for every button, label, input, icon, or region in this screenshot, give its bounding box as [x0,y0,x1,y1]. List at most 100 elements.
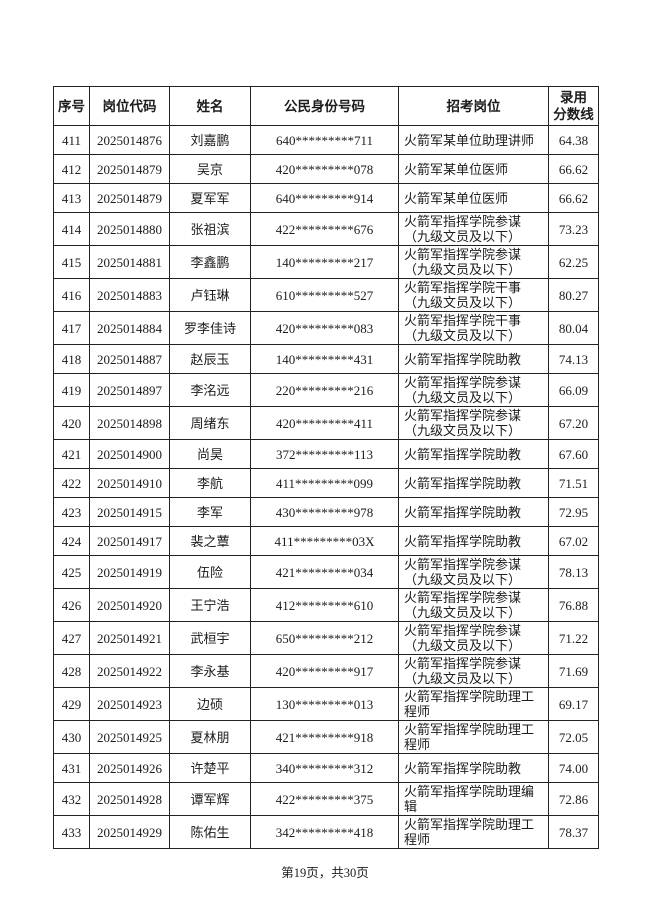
recruitment-score-table: 序号 岗位代码 姓名 公民身份号码 招考岗位 录用 分数线 411 202501… [53,86,599,849]
cell-position: 火箭军指挥学院助教 [398,439,549,469]
cell-score: 80.27 [548,278,599,312]
cell-id: 421*********918 [250,720,399,754]
cell-name: 卢钰琳 [169,278,251,312]
cell-code: 2025014880 [89,212,170,246]
table-row: 415 2025014881 李鑫鹏 140*********217 火箭军指挥… [53,245,599,279]
cell-position: 火箭军指挥学院助教 [398,344,549,374]
cell-position: 火箭军指挥学院参谋（九级文员及以下） [398,621,549,655]
cell-code: 2025014922 [89,654,170,688]
cell-position: 火箭军指挥学院助教 [398,526,549,556]
cell-score: 64.38 [548,125,599,155]
table-row: 427 2025014921 武桓宇 650*********212 火箭军指挥… [53,621,599,655]
table-row: 424 2025014917 裴之蕈 411*********03X 火箭军指挥… [53,526,599,556]
cell-id: 411*********099 [250,468,399,498]
table-row: 433 2025014929 陈佑生 342*********418 火箭军指挥… [53,815,599,849]
cell-seq: 414 [53,212,90,246]
cell-seq: 428 [53,654,90,688]
cell-name: 裴之蕈 [169,526,251,556]
cell-score: 67.20 [548,406,599,440]
cell-code: 2025014925 [89,720,170,754]
table-row: 419 2025014897 李洺远 220*********216 火箭军指挥… [53,373,599,407]
cell-code: 2025014883 [89,278,170,312]
cell-id: 420*********078 [250,154,399,184]
cell-name: 张祖滨 [169,212,251,246]
cell-seq: 416 [53,278,90,312]
cell-name: 刘嘉鹏 [169,125,251,155]
cell-position: 火箭军某单位医师 [398,183,549,213]
cell-code: 2025014929 [89,815,170,849]
table-row: 432 2025014928 谭军辉 422*********375 火箭军指挥… [53,782,599,816]
cell-position: 火箭军指挥学院助教 [398,468,549,498]
cell-position: 火箭军某单位助理讲师 [398,125,549,155]
cell-name: 李军 [169,497,251,527]
cell-position: 火箭军指挥学院助理工程师 [398,687,549,721]
cell-name: 夏军军 [169,183,251,213]
cell-score: 67.60 [548,439,599,469]
cell-seq: 422 [53,468,90,498]
cell-score: 66.62 [548,154,599,184]
cell-score: 71.69 [548,654,599,688]
cell-code: 2025014923 [89,687,170,721]
cell-id: 640*********711 [250,125,399,155]
cell-position: 火箭军指挥学院助教 [398,497,549,527]
cell-position: 火箭军指挥学院干事（九级文员及以下） [398,311,549,345]
cell-code: 2025014926 [89,753,170,783]
cell-seq: 418 [53,344,90,374]
cell-name: 尚昊 [169,439,251,469]
table-header: 序号 岗位代码 姓名 公民身份号码 招考岗位 录用 分数线 [53,86,599,126]
table-row: 423 2025014915 李军 430*********978 火箭军指挥学… [53,497,599,527]
cell-score: 72.86 [548,782,599,816]
cell-seq: 425 [53,555,90,589]
cell-name: 李永基 [169,654,251,688]
cell-score: 78.13 [548,555,599,589]
cell-seq: 431 [53,753,90,783]
header-row: 序号 岗位代码 姓名 公民身份号码 招考岗位 录用 分数线 [53,86,599,126]
table-row: 420 2025014898 周绪东 420*********411 火箭军指挥… [53,406,599,440]
table-row: 411 2025014876 刘嘉鹏 640*********711 火箭军某单… [53,125,599,155]
cell-id: 412*********610 [250,588,399,622]
cell-code: 2025014917 [89,526,170,556]
cell-code: 2025014879 [89,154,170,184]
cell-position: 火箭军指挥学院参谋（九级文员及以下） [398,212,549,246]
cell-position: 火箭军指挥学院参谋（九级文员及以下） [398,245,549,279]
cell-position: 火箭军指挥学院助理工程师 [398,815,549,849]
cell-id: 421*********034 [250,555,399,589]
cell-position: 火箭军指挥学院参谋（九级文员及以下） [398,555,549,589]
cell-seq: 432 [53,782,90,816]
cell-score: 74.00 [548,753,599,783]
cell-name: 武桓宇 [169,621,251,655]
header-id: 公民身份号码 [250,86,399,126]
cell-name: 李航 [169,468,251,498]
cell-position: 火箭军指挥学院参谋（九级文员及以下） [398,588,549,622]
cell-id: 640*********914 [250,183,399,213]
table-row: 418 2025014887 赵辰玉 140*********431 火箭军指挥… [53,344,599,374]
cell-code: 2025014881 [89,245,170,279]
cell-score: 72.05 [548,720,599,754]
cell-code: 2025014920 [89,588,170,622]
table-row: 414 2025014880 张祖滨 422*********676 火箭军指挥… [53,212,599,246]
cell-seq: 421 [53,439,90,469]
cell-name: 罗李佳诗 [169,311,251,345]
cell-code: 2025014879 [89,183,170,213]
cell-score: 66.09 [548,373,599,407]
cell-seq: 415 [53,245,90,279]
table-row: 413 2025014879 夏军军 640*********914 火箭军某单… [53,183,599,213]
table-row: 416 2025014883 卢钰琳 610*********527 火箭军指挥… [53,278,599,312]
cell-code: 2025014915 [89,497,170,527]
cell-id: 220*********216 [250,373,399,407]
cell-code: 2025014898 [89,406,170,440]
cell-code: 2025014897 [89,373,170,407]
cell-code: 2025014900 [89,439,170,469]
cell-code: 2025014910 [89,468,170,498]
cell-seq: 420 [53,406,90,440]
cell-seq: 419 [53,373,90,407]
cell-score: 67.02 [548,526,599,556]
header-seq: 序号 [53,86,90,126]
cell-name: 李鑫鹏 [169,245,251,279]
cell-id: 430*********978 [250,497,399,527]
table-body: 411 2025014876 刘嘉鹏 640*********711 火箭军某单… [53,125,599,849]
header-score: 录用 分数线 [548,86,599,126]
cell-score: 72.95 [548,497,599,527]
cell-id: 422*********375 [250,782,399,816]
